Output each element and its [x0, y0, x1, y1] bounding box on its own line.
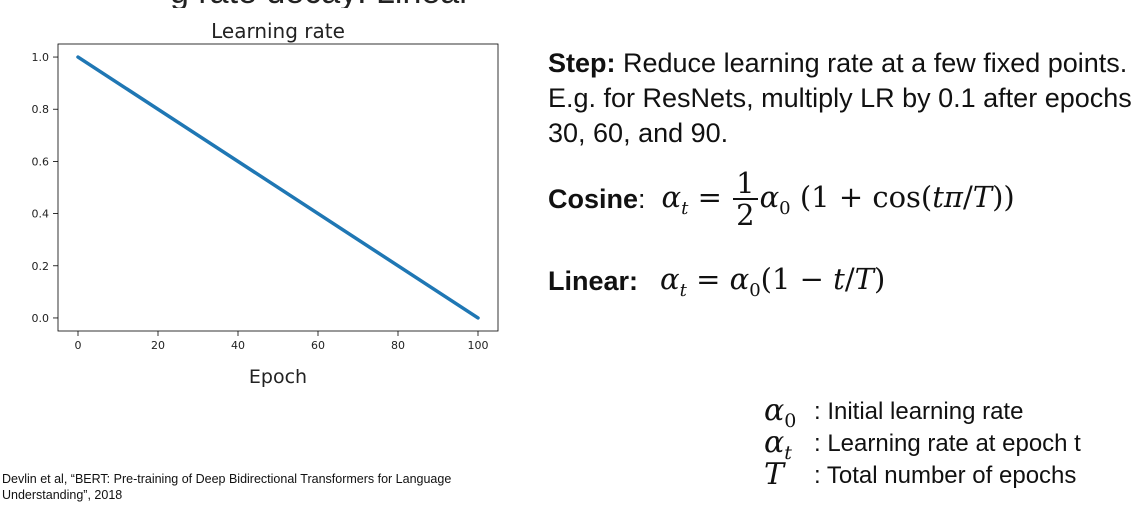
series-line-learning-rate: [78, 57, 478, 318]
slide-title-fragment: g rate decay: Linear: [170, 0, 690, 8]
learning-rate-chart: Learning rate Epoch 0 20 40 60 80 100 0.0 0.2 0.4 0…: [0, 20, 520, 400]
y-tick-label: 0.4: [32, 208, 50, 221]
cosine-equation: αt = 1 2 α0 (1 + cos(tπ/T)): [662, 168, 1015, 230]
legend-text: : Learning rate at epoch t: [814, 430, 1081, 458]
y-tick-label: 0.2: [32, 260, 50, 273]
step-description: Step: Reduce learning rate at a few fixe…: [548, 46, 1133, 151]
cosine-formula: Cosine: αt = 1 2 α0 (1 + cos(tπ/T)): [548, 168, 1015, 230]
y-tick-label: 0.0: [32, 312, 50, 325]
legend-item: T : Total number of epochs: [764, 460, 1081, 492]
symbol-legend: α0 : Initial learning rate αt : Learning…: [764, 396, 1081, 492]
linear-formula: Linear: αt = α0(1 − t/T): [548, 262, 885, 301]
step-body: Reduce learning rate at a few fixed poin…: [548, 48, 1132, 148]
x-tick-label: 60: [311, 339, 325, 352]
x-axis-label: Epoch: [249, 366, 307, 388]
schedule-description: Step: Reduce learning rate at a few fixe…: [548, 46, 1133, 151]
citation: Devlin et al, “BERT: Pre-training of Dee…: [2, 471, 482, 503]
legend-item: αt : Learning rate at epoch t: [764, 428, 1081, 460]
slide-title-text: g rate decay: Linear: [170, 0, 471, 8]
cosine-colon: :: [638, 184, 646, 215]
y-tick-label: 0.6: [32, 155, 50, 168]
chart-title: Learning rate: [211, 20, 345, 43]
x-tick-label: 40: [231, 339, 245, 352]
legend-text: : Initial learning rate: [814, 398, 1023, 426]
linear-equation: αt = α0(1 − t/T): [660, 262, 885, 301]
x-tick-label: 0: [75, 339, 82, 352]
cosine-label: Cosine: [548, 184, 638, 215]
legend-item: α0 : Initial learning rate: [764, 396, 1081, 428]
legend-text: : Total number of epochs: [814, 462, 1076, 490]
x-tick-label: 80: [391, 339, 405, 352]
x-tick-label: 20: [151, 339, 165, 352]
x-tick-label: 100: [468, 339, 489, 352]
linear-label: Linear:: [548, 266, 638, 297]
y-tick-label: 0.8: [32, 103, 50, 116]
y-tick-label: 1.0: [32, 51, 50, 64]
legend-symbol: T: [764, 457, 814, 496]
step-label: Step:: [548, 48, 616, 78]
